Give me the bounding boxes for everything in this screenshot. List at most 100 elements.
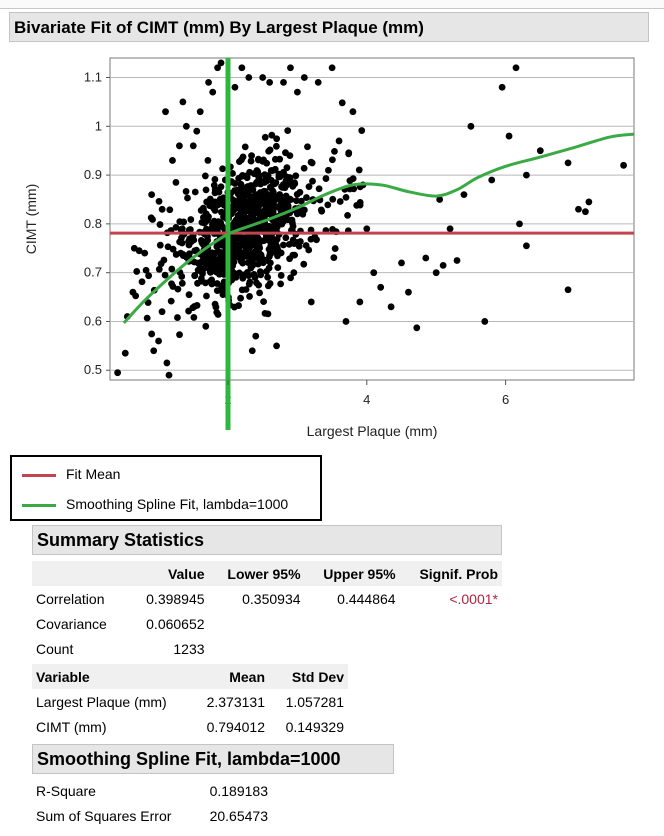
- data-point: [241, 143, 249, 151]
- data-point: [512, 64, 520, 72]
- data-point: [121, 349, 129, 357]
- data-point: [585, 198, 593, 206]
- variable-mean: 2.373131: [206, 693, 265, 710]
- data-point: [215, 222, 222, 230]
- data-point: [272, 142, 280, 150]
- row-empty: [400, 611, 502, 636]
- data-point: [231, 201, 239, 209]
- summary-header-prob: Signif. Prob: [399, 561, 502, 586]
- data-point: [211, 300, 219, 308]
- data-point: [239, 200, 247, 207]
- data-point: [215, 270, 223, 278]
- data-point: [281, 200, 289, 207]
- data-point: [172, 223, 180, 231]
- data-point: [185, 307, 192, 315]
- data-point: [209, 88, 217, 96]
- data-point: [249, 186, 257, 194]
- chart-legend: Fit Mean Smoothing Spline Fit, lambda=10…: [10, 455, 322, 521]
- data-point: [250, 215, 257, 223]
- data-point: [280, 78, 287, 86]
- data-point: [256, 189, 264, 196]
- data-point: [278, 183, 285, 191]
- data-point: [206, 266, 214, 274]
- table-row: Covariance 0.060652: [32, 611, 502, 636]
- summary-header-row: Value Lower 95% Upper 95% Signif. Prob: [32, 561, 502, 586]
- data-point: [287, 64, 294, 72]
- data-point: [328, 64, 336, 72]
- data-point: [148, 330, 156, 338]
- data-point: [293, 197, 300, 205]
- data-point: [268, 205, 275, 213]
- data-point: [218, 287, 226, 295]
- data-point: [213, 263, 221, 270]
- row-empty: [305, 611, 400, 636]
- data-point: [246, 293, 253, 300]
- window-top-edge: [0, 0, 664, 9]
- data-point: [237, 257, 245, 265]
- data-point: [162, 108, 169, 116]
- data-point: [185, 291, 193, 299]
- data-point: [150, 347, 158, 355]
- summary-header-upper: Upper 95%: [304, 561, 400, 586]
- data-point: [235, 187, 243, 195]
- data-point: [283, 175, 291, 183]
- data-point: [277, 249, 285, 257]
- spline-stat-value: 0.189183: [209, 782, 268, 799]
- data-point: [148, 191, 156, 199]
- data-point: [206, 195, 214, 203]
- summary-statistics-header[interactable]: Summary Statistics: [32, 525, 502, 555]
- data-point: [174, 285, 182, 293]
- variable-name: CIMT (mm): [36, 718, 107, 735]
- data-point: [206, 278, 214, 285]
- data-point: [422, 254, 430, 262]
- data-point: [377, 283, 385, 291]
- data-point: [202, 322, 210, 330]
- data-point: [260, 298, 267, 306]
- data-point: [324, 201, 332, 209]
- data-point: [247, 157, 255, 165]
- spline-fit-header[interactable]: Smoothing Spline Fit, lambda=1000: [32, 744, 394, 774]
- spline-stat-value: 20.65473: [209, 807, 268, 824]
- row-label: Covariance: [36, 615, 107, 632]
- data-point: [129, 288, 137, 296]
- data-point: [460, 191, 468, 199]
- report-title-bar[interactable]: Bivariate Fit of CIMT (mm) By Largest Pl…: [9, 12, 649, 42]
- data-point: [245, 74, 253, 81]
- data-point: [158, 308, 166, 316]
- data-point: [276, 216, 284, 224]
- spline-fit-title: Smoothing Spline Fit, lambda=1000: [37, 749, 341, 769]
- data-point: [255, 236, 263, 243]
- data-point: [293, 190, 301, 198]
- data-point: [300, 164, 308, 172]
- data-point: [453, 257, 461, 264]
- data-point: [185, 250, 193, 258]
- data-point: [325, 166, 332, 174]
- variable-mean: 0.794012: [206, 718, 265, 735]
- data-point: [168, 280, 175, 288]
- y-axis-label: CIMT (mm): [23, 184, 39, 255]
- legend-swatch-fit-mean: [22, 474, 56, 477]
- data-point: [246, 192, 253, 200]
- data-point: [264, 273, 272, 281]
- data-point: [163, 359, 171, 367]
- data-point: [290, 269, 298, 277]
- smoothing-spline-line: [122, 132, 635, 324]
- data-point: [178, 279, 186, 287]
- spline-stat-label: R-Square: [36, 782, 96, 799]
- data-point: [240, 271, 247, 279]
- data-point: [432, 269, 440, 277]
- data-point: [232, 217, 240, 225]
- data-point: [208, 255, 216, 262]
- data-point: [248, 347, 256, 355]
- data-point: [300, 260, 308, 268]
- row-empty: [209, 611, 305, 636]
- data-point: [244, 207, 252, 215]
- data-point: [309, 177, 316, 185]
- data-point: [330, 254, 338, 261]
- data-point: [231, 269, 239, 277]
- data-point: [346, 177, 354, 185]
- legend-label-fit-mean: Fit Mean: [66, 466, 121, 482]
- y-tick-label: 1: [95, 118, 102, 133]
- data-point: [155, 265, 163, 273]
- data-point: [157, 260, 165, 268]
